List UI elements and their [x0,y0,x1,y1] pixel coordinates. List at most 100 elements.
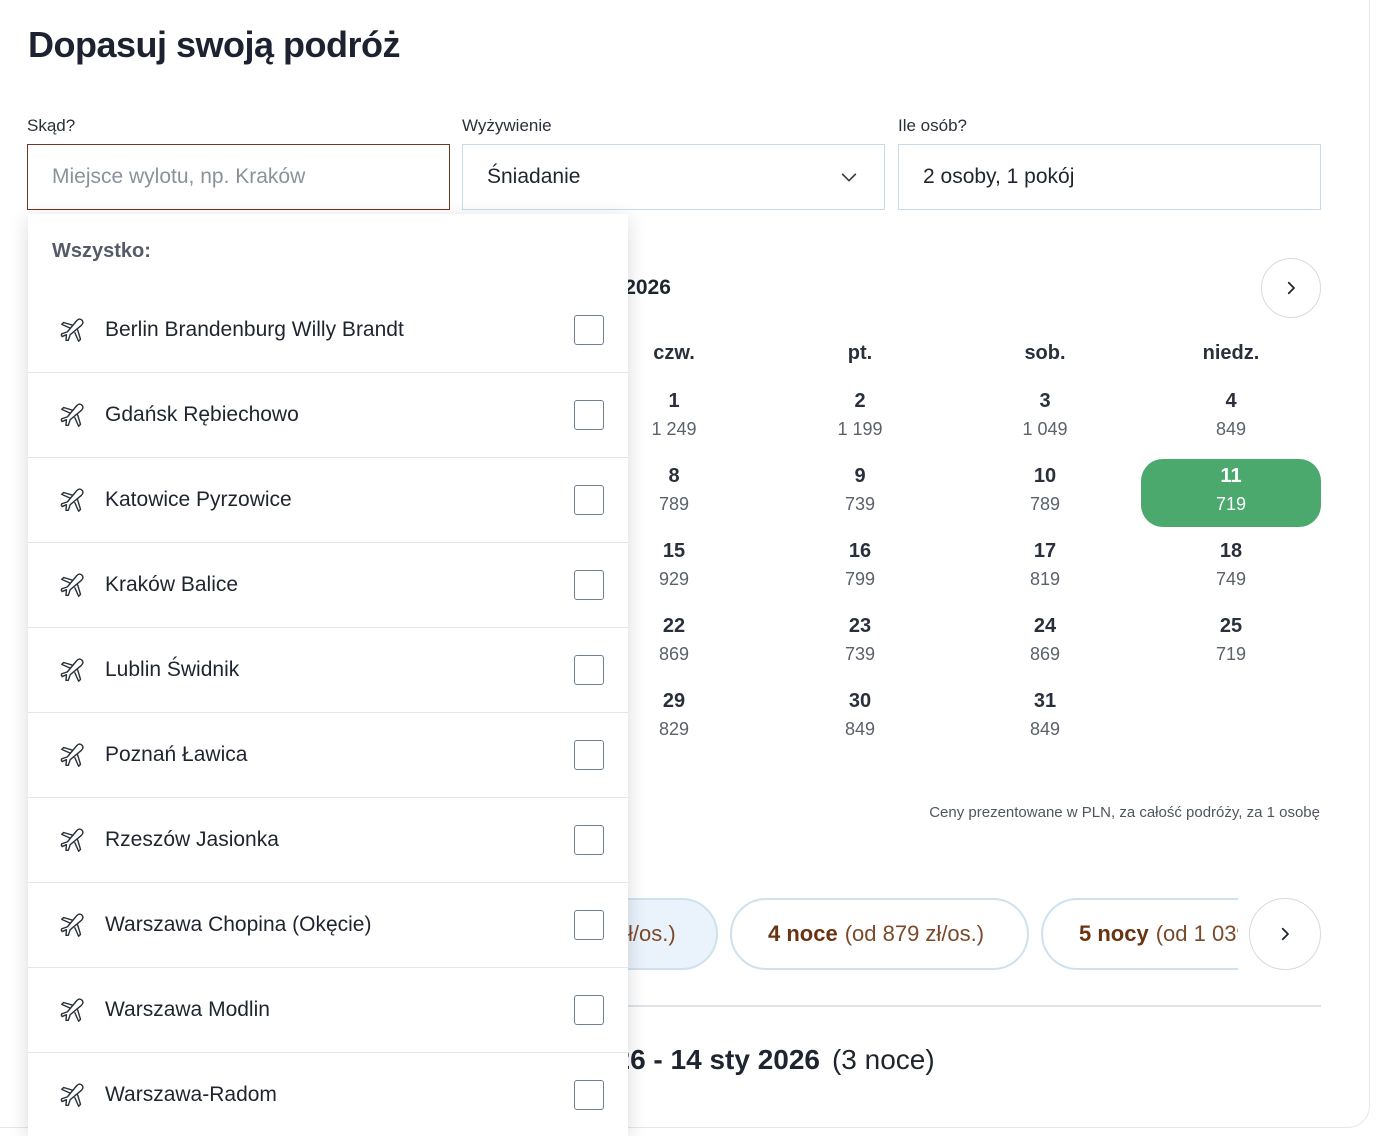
plane-icon [58,995,88,1025]
plane-icon [58,315,88,345]
airport-checkbox[interactable] [574,570,604,600]
nights-option-5[interactable]: 5 nocy (od 1 039 [1041,898,1238,970]
calendar-next-button[interactable] [1261,258,1321,318]
calendar-day[interactable]: 3 1 049 [955,386,1135,454]
airport-option[interactable]: Warszawa-Radom [28,1053,628,1136]
calendar-day-price: 799 [844,569,876,589]
nights-option-price: (od 879 zł/os.) [844,921,985,946]
calendar-day[interactable]: 17 819 [955,536,1135,604]
calendar-day-price: 819 [1029,569,1061,589]
airport-checkbox[interactable] [574,995,604,1025]
nights-option-4[interactable]: 4 noce (od 879 zł/os.) [730,898,1029,970]
calendar-day[interactable]: 29 829 [584,686,764,754]
airport-checkbox[interactable] [574,910,604,940]
airport-checkbox[interactable] [574,315,604,345]
plane-icon [58,655,88,685]
weekday-header: pt. [847,342,873,364]
calendar-day-number: 24 [1033,615,1057,637]
calendar-day-price: 719 [1215,644,1247,664]
weekday-header: sob. [1024,342,1066,364]
departure-airport-dropdown: Wszystko: Berlin Brandenburg Willy Brand… [28,214,628,1136]
chevron-right-icon [1281,927,1289,941]
airport-option[interactable]: Gdańsk Rębiechowo [28,373,628,458]
calendar-day-number: 10 [1033,465,1057,487]
plane-icon [58,910,88,940]
airport-option[interactable]: Rzeszów Jasionka [28,798,628,883]
airport-checkbox[interactable] [574,740,604,770]
nights-option-label: 5 nocy [1079,921,1149,946]
calendar-day-number: 9 [854,465,866,487]
plane-icon [58,825,88,855]
airport-checkbox[interactable] [574,400,604,430]
divider [560,1005,1321,1007]
airport-option[interactable]: Berlin Brandenburg Willy Brandt [28,288,628,373]
calendar-day[interactable]: 25 719 [1141,611,1321,679]
weekday-header: czw. [653,342,695,364]
board-label: Wyżywienie [462,116,552,135]
page-title: Dopasuj swoją podróż [28,24,401,65]
board-value: Śniadanie [487,165,581,188]
airport-option[interactable]: Katowice Pyrzowice [28,458,628,543]
airport-name: Rzeszów Jasionka [105,828,279,851]
calendar-day[interactable]: 24 869 [955,611,1135,679]
nights-option-price: (od 1 039 [1155,921,1238,946]
calendar-day[interactable]: 23 739 [770,611,950,679]
airport-checkbox[interactable] [574,485,604,515]
from-label: Skąd? [27,116,76,135]
calendar-day[interactable]: 16 799 [770,536,950,604]
calendar-day-price: 719 [1215,494,1247,514]
airport-checkbox[interactable] [574,825,604,855]
airport-option[interactable]: Warszawa Modlin [28,968,628,1053]
airport-name: Warszawa Modlin [105,998,270,1021]
airport-name: Gdańsk Rębiechowo [105,403,299,426]
calendar-day-number: 15 [662,540,686,562]
plane-icon [58,400,88,430]
plane-icon [58,485,88,515]
calendar-day[interactable]: 10 789 [955,461,1135,529]
nights-option-price: ł/os.) [628,921,676,946]
calendar-day[interactable]: 4 849 [1141,386,1321,454]
calendar-day-price: 829 [658,719,690,739]
airport-name: Poznań Ławica [105,743,248,766]
calendar-day[interactable]: 22 869 [584,611,764,679]
calendar-day-number: 17 [1033,540,1057,562]
airport-name: Berlin Brandenburg Willy Brandt [105,318,404,341]
nights-option-label: 4 noce [768,921,838,946]
calendar-day[interactable]: 18 749 [1141,536,1321,604]
calendar-day-number: 8 [668,465,680,487]
from-input[interactable] [52,165,425,189]
board-select[interactable]: Śniadanie [462,144,885,210]
calendar-day-number: 23 [848,615,872,637]
plane-icon [58,570,88,600]
calendar-day[interactable]: 8 789 [584,461,764,529]
airport-option[interactable]: Poznań Ławica [28,713,628,798]
people-value: 2 osoby, 1 pokój [923,165,1075,188]
nights-next-button[interactable] [1249,898,1321,970]
airport-name: Lublin Świdnik [105,658,240,681]
calendar-day[interactable]: 1 1 249 [584,386,764,454]
calendar-day-selected[interactable]: 11 719 [1141,459,1321,527]
airport-checkbox[interactable] [574,655,604,685]
calendar-day-number: 1 [668,390,680,412]
calendar-day[interactable]: 9 739 [770,461,950,529]
airport-checkbox[interactable] [574,1080,604,1110]
airport-option[interactable]: Kraków Balice [28,543,628,628]
trip-nights: (3 noce) [831,1044,935,1075]
airport-option[interactable]: Warszawa Chopina (Okęcie) [28,883,628,968]
from-field[interactable] [27,144,450,210]
airport-option[interactable]: Lublin Świdnik [28,628,628,713]
calendar-day-number: 18 [1219,540,1243,562]
calendar-day-price: 869 [1029,644,1061,664]
calendar-day-price: 1 249 [651,419,697,439]
calendar-day-number: 22 [662,615,686,637]
weekday-header: niedz. [1202,342,1260,364]
calendar-day-price: 789 [658,494,690,514]
calendar-day-number: 2 [854,390,866,412]
calendar-day-number: 11 [1220,465,1242,487]
calendar-day[interactable]: 2 1 199 [770,386,950,454]
people-field[interactable]: 2 osoby, 1 pokój [898,144,1321,210]
calendar-day[interactable]: 15 929 [584,536,764,604]
calendar-day[interactable]: 31 849 [955,686,1135,754]
calendar-day-number: 16 [848,540,872,562]
calendar-day[interactable]: 30 849 [770,686,950,754]
